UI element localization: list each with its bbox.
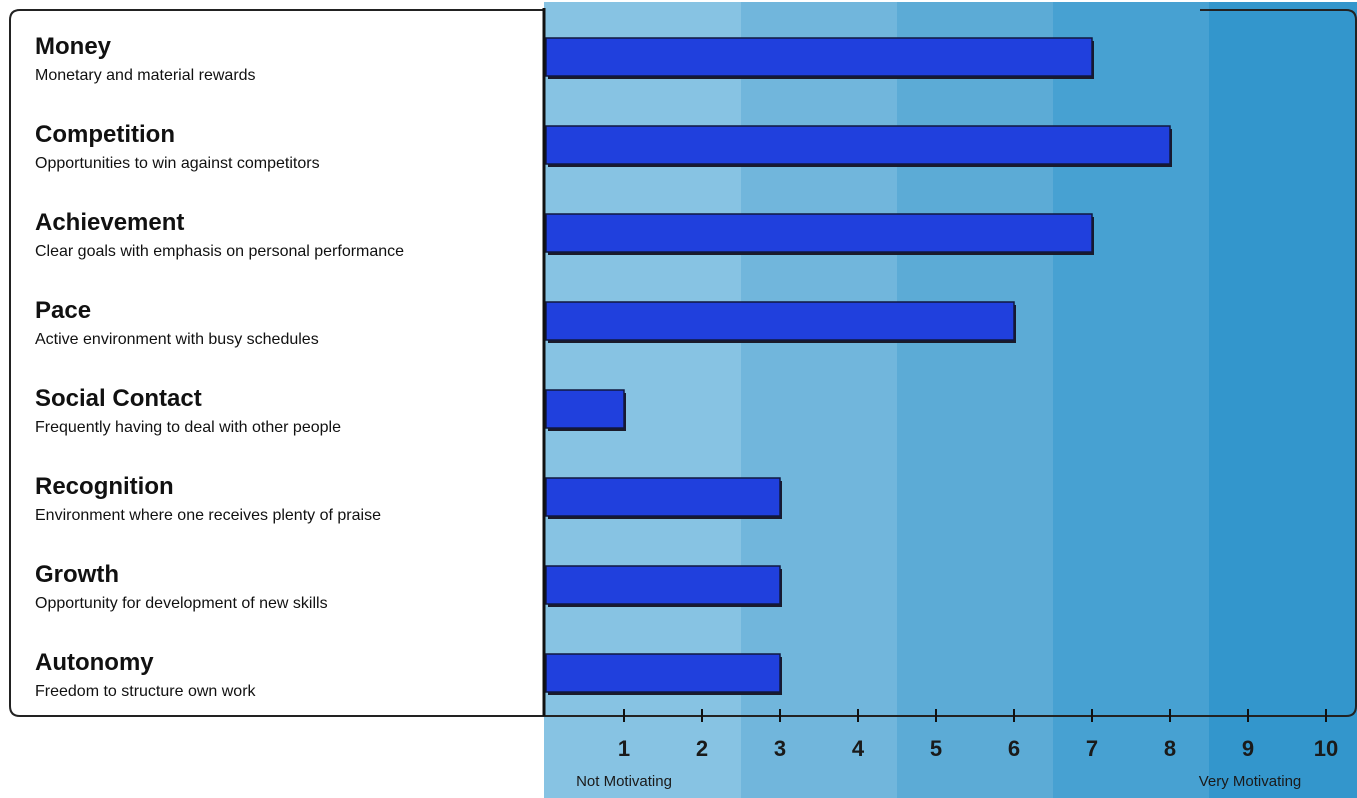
category-label: Pace — [35, 297, 91, 324]
category-description: Clear goals with emphasis on personal pe… — [35, 243, 404, 260]
tick-label: 1 — [618, 736, 630, 761]
category-description: Frequently having to deal with other peo… — [35, 419, 341, 436]
category-label: Money — [35, 33, 112, 60]
tick-label: 4 — [852, 736, 865, 761]
chart-frame-right — [544, 9, 1357, 717]
category-description: Opportunity for development of new skill… — [35, 595, 328, 612]
tick-label: 10 — [1314, 736, 1338, 761]
category-description: Environment where one receives plenty of… — [35, 507, 381, 524]
scale-low-label: Not Motivating — [576, 773, 672, 790]
category-label: Competition — [35, 121, 175, 148]
tick-label: 5 — [930, 736, 942, 761]
bar — [545, 37, 1093, 77]
tick-label: 8 — [1164, 736, 1176, 761]
category-description: Opportunities to win against competitors — [35, 155, 320, 172]
tick-label: 7 — [1086, 736, 1098, 761]
category-labels: Money Monetary and material rewards Compet… — [35, 33, 404, 700]
category-label: Achievement — [35, 209, 184, 236]
bar — [545, 125, 1171, 165]
bar — [545, 301, 1015, 341]
category-description: Freedom to structure own work — [35, 683, 257, 700]
category-label: Autonomy — [35, 649, 154, 676]
tick-label: 3 — [774, 736, 786, 761]
x-axis-ticks: 1 2 3 4 5 6 7 8 9 10 — [618, 709, 1338, 761]
background-band — [1209, 2, 1357, 798]
bar — [545, 477, 781, 517]
tick-label: 2 — [696, 736, 708, 761]
tick-label: 6 — [1008, 736, 1020, 761]
bar — [545, 389, 625, 429]
bar — [545, 653, 781, 693]
category-description: Monetary and material rewards — [35, 67, 256, 84]
bars — [545, 37, 1172, 695]
category-label: Growth — [35, 561, 119, 588]
tick-label: 9 — [1242, 736, 1254, 761]
category-label: Social Contact — [35, 385, 202, 412]
scale-high-label: Very Motivating — [1199, 773, 1302, 790]
category-description: Active environment with busy schedules — [35, 331, 319, 348]
category-label: Recognition — [35, 473, 174, 500]
bar — [545, 213, 1093, 253]
background-band — [897, 2, 1053, 798]
chart-frame — [9, 9, 544, 717]
background-band — [1053, 2, 1209, 798]
bar — [545, 565, 781, 605]
